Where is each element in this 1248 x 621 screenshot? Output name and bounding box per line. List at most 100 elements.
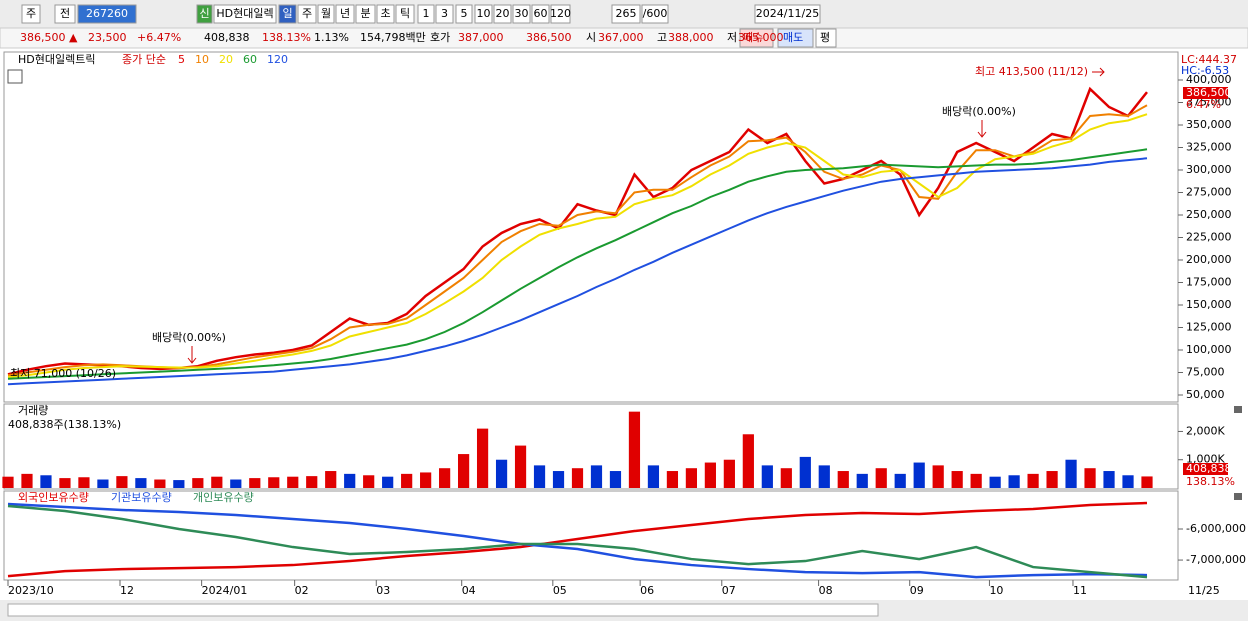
arrow [1092, 67, 1105, 77]
volume-bar [344, 473, 356, 488]
legend-entry: 기관보유수량 [111, 491, 172, 504]
toolbar-label[interactable]: 초 [380, 7, 390, 20]
right-label: 6.47% [1186, 98, 1221, 111]
toolbar-label[interactable]: 일 [282, 6, 292, 20]
holdings-panel [3, 490, 1179, 581]
scroll-track[interactable] [7, 603, 879, 617]
toolbar-button[interactable] [474, 4, 493, 24]
annotation: 최고 413,500 (11/12) [975, 65, 1088, 78]
volume-bar [325, 471, 337, 488]
toolbar-button[interactable] [335, 4, 355, 24]
info-text: 154,798백만 [360, 31, 426, 44]
toolbar-label[interactable]: 267260 [86, 7, 128, 20]
toolbar-button[interactable] [317, 4, 335, 24]
toolbar-button[interactable] [754, 4, 821, 24]
volume-subtitle: 408,838주(138.13%) [8, 418, 121, 431]
volume-bar [1084, 468, 1096, 488]
toolbar-button[interactable] [196, 4, 213, 24]
toolbar-label[interactable]: 20 [496, 7, 510, 20]
toolbar-label[interactable]: 2024/11/25 [756, 7, 819, 20]
toolbar-button[interactable] [278, 4, 297, 24]
holding-line [7, 504, 1148, 579]
toolbar-button[interactable] [297, 4, 317, 24]
volume-bar [951, 471, 963, 488]
toolbar-button[interactable] [376, 4, 395, 24]
toolbar-label[interactable]: 주 [26, 7, 36, 20]
toolbar-label[interactable]: 주 [302, 7, 312, 20]
info-text: 386,500 ▲ [20, 31, 78, 44]
volume-bar [2, 476, 14, 488]
y-tick-label: 250,000 [1186, 208, 1232, 221]
legend-entry: 10 [195, 53, 209, 66]
toolbar-button[interactable] [213, 4, 277, 24]
toolbar-button[interactable] [641, 4, 669, 24]
toolbar-label[interactable]: /600 [643, 7, 668, 20]
y-tick-label: 50,000 [1186, 388, 1225, 401]
volume-bar [856, 473, 868, 488]
toolbar-button[interactable] [54, 4, 76, 24]
info-text[interactable]: 평 [820, 31, 830, 44]
toolbar-label[interactable]: 1 [423, 7, 430, 20]
x-tick-label: 03 [376, 584, 390, 597]
y-tick-label: 175,000 [1186, 275, 1232, 288]
volume-bar [837, 471, 849, 488]
toolbar-button[interactable] [531, 4, 550, 24]
volume-bar [97, 479, 109, 488]
toolbar-button[interactable] [512, 4, 531, 24]
volume-box [1183, 463, 1228, 475]
toolbar-button[interactable] [21, 4, 41, 24]
y-tick-label: 75,000 [1186, 365, 1225, 378]
panel-close[interactable] [1234, 406, 1242, 413]
info-text[interactable]: 매수 [743, 31, 763, 44]
toolbar-button[interactable] [493, 4, 512, 24]
legend-entry: 외국인보유수량 [18, 491, 89, 504]
volume-bar [761, 465, 773, 488]
toolbar-label[interactable]: 120 [550, 7, 571, 20]
toolbar-button[interactable] [77, 4, 137, 24]
volume-bar [685, 468, 698, 488]
toolbar-label[interactable]: 265 [616, 7, 637, 20]
price-box [1183, 87, 1228, 99]
volume-bar [495, 459, 508, 488]
toolbar-label[interactable]: 3 [441, 7, 448, 20]
sell-button[interactable] [777, 28, 814, 48]
toolbar-button[interactable] [395, 4, 415, 24]
toolbar-label[interactable]: 월 [321, 7, 331, 20]
toolbar-label[interactable]: 년 [340, 7, 350, 20]
x-tick-label: 10 [989, 584, 1003, 597]
toolbar-label[interactable]: 분 [360, 7, 370, 20]
info-bar [0, 27, 1248, 49]
toolbar-button[interactable] [550, 4, 571, 24]
right-label: 138.13% [1186, 475, 1235, 488]
panel-icon[interactable] [7, 69, 23, 84]
toolbar-label[interactable]: 전 [60, 7, 70, 20]
toolbar-label[interactable]: 틱 [400, 7, 410, 20]
toolbar-button[interactable] [435, 4, 454, 24]
toolbar-label[interactable]: 30 [515, 7, 529, 20]
toolbar-label[interactable]: 신 [199, 7, 209, 20]
buy-button[interactable] [739, 28, 774, 48]
toolbar-label[interactable]: HD현대일렉 [216, 6, 273, 20]
x-tick-label: 08 [819, 584, 833, 597]
avg-button[interactable] [815, 28, 837, 48]
toolbar-button[interactable] [417, 4, 435, 24]
panel-close[interactable] [1234, 493, 1242, 500]
toolbar-label[interactable]: 5 [461, 7, 468, 20]
right-label: 408,838 [1186, 462, 1232, 475]
info-text[interactable]: 매도 [783, 31, 803, 44]
volume-bar [21, 473, 33, 488]
toolbar-button[interactable] [355, 4, 376, 24]
toolbar-label[interactable]: 10 [477, 7, 491, 20]
info-text: 367,000 [598, 31, 644, 44]
toolbar-button[interactable] [611, 4, 641, 24]
info-text: 138.13% [262, 31, 311, 44]
y-tick-label: 300,000 [1186, 163, 1232, 176]
x-tick-label: 06 [640, 584, 654, 597]
y-tick-label: 225,000 [1186, 230, 1232, 243]
toolbar-button[interactable] [455, 4, 473, 24]
y-tick-label: 325,000 [1186, 141, 1232, 154]
toolbar-label[interactable]: 60 [534, 7, 548, 20]
volume-bar [173, 480, 185, 488]
